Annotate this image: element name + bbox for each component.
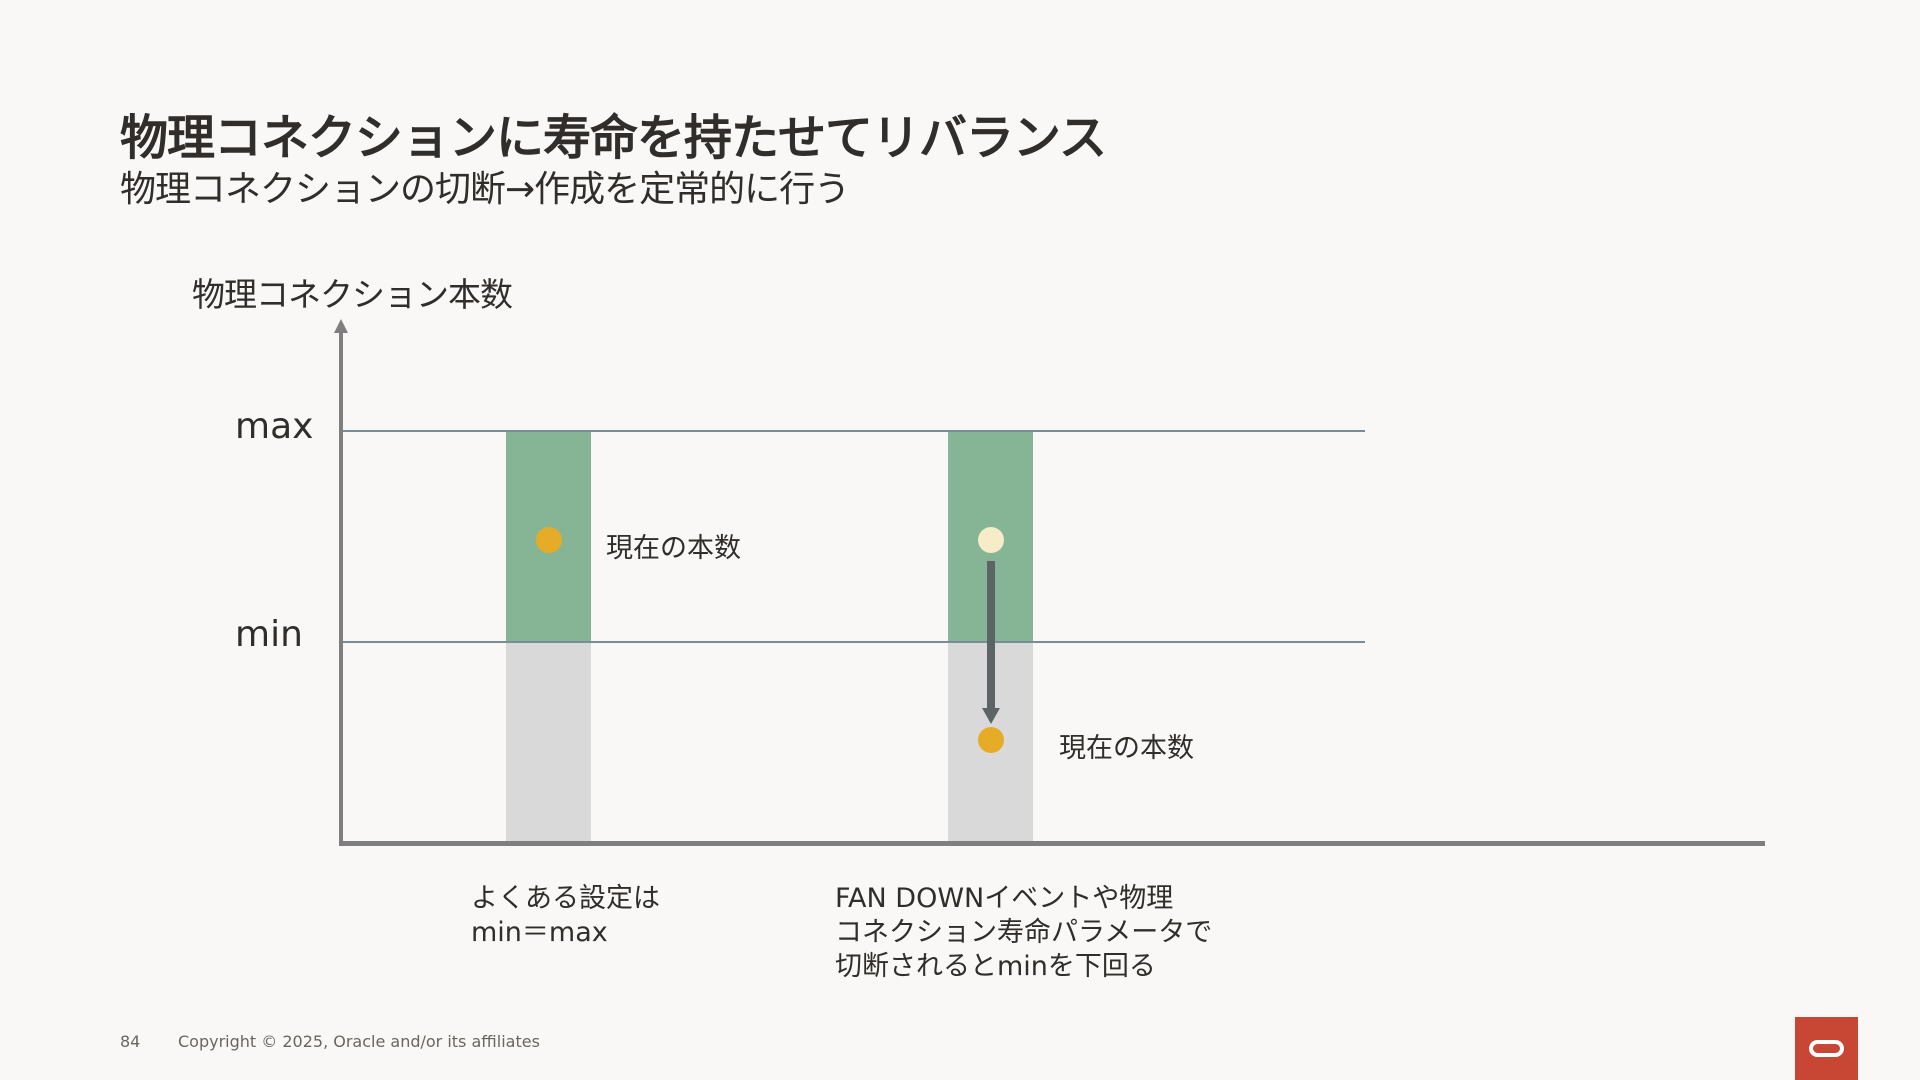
max-level-line <box>341 430 1365 432</box>
min-level-line <box>341 641 1365 643</box>
max-level-label: max <box>235 406 314 447</box>
current-count-label-right: 現在の本数 <box>1059 733 1194 764</box>
decrease-arrow-head <box>982 708 1000 724</box>
y-axis <box>339 328 343 845</box>
caption-right-line-1: FAN DOWNイベントや物理 <box>835 883 1174 914</box>
oracle-ring-icon <box>1809 1040 1844 1057</box>
caption-right-line-2: コネクション寿命パラメータで <box>835 917 1213 948</box>
caption-left-line-1: よくある設定は <box>471 883 660 914</box>
y-axis-label: 物理コネクション本数 <box>192 275 513 314</box>
caption-right: FAN DOWNイベントや物理 コネクション寿命パラメータで 切断されるとmin… <box>835 882 1212 984</box>
y-axis-arrowhead <box>334 319 348 333</box>
current-count-dot-left <box>536 527 562 553</box>
decrease-arrow <box>987 561 995 711</box>
caption-left: よくある設定は min＝max <box>471 882 660 950</box>
page-title: 物理コネクションに寿命を持たせてリバランス <box>120 110 1107 166</box>
below-min-bar-left <box>506 641 591 841</box>
current-count-label-left: 現在の本数 <box>606 533 741 564</box>
caption-right-line-3: 切断されるとminを下回る <box>835 951 1156 982</box>
copyright-notice: Copyright © 2025, Oracle and/or its affi… <box>178 1032 540 1051</box>
oracle-logo-icon <box>1795 1017 1858 1080</box>
min-level-label: min <box>235 614 303 655</box>
previous-count-dot-right <box>978 527 1004 553</box>
page-number: 84 <box>120 1032 141 1051</box>
current-count-dot-right <box>978 727 1004 753</box>
caption-left-line-2: min＝max <box>471 917 608 948</box>
x-axis <box>339 841 1765 846</box>
page-subtitle: 物理コネクションの切断→作成を定常的に行う <box>120 169 850 210</box>
